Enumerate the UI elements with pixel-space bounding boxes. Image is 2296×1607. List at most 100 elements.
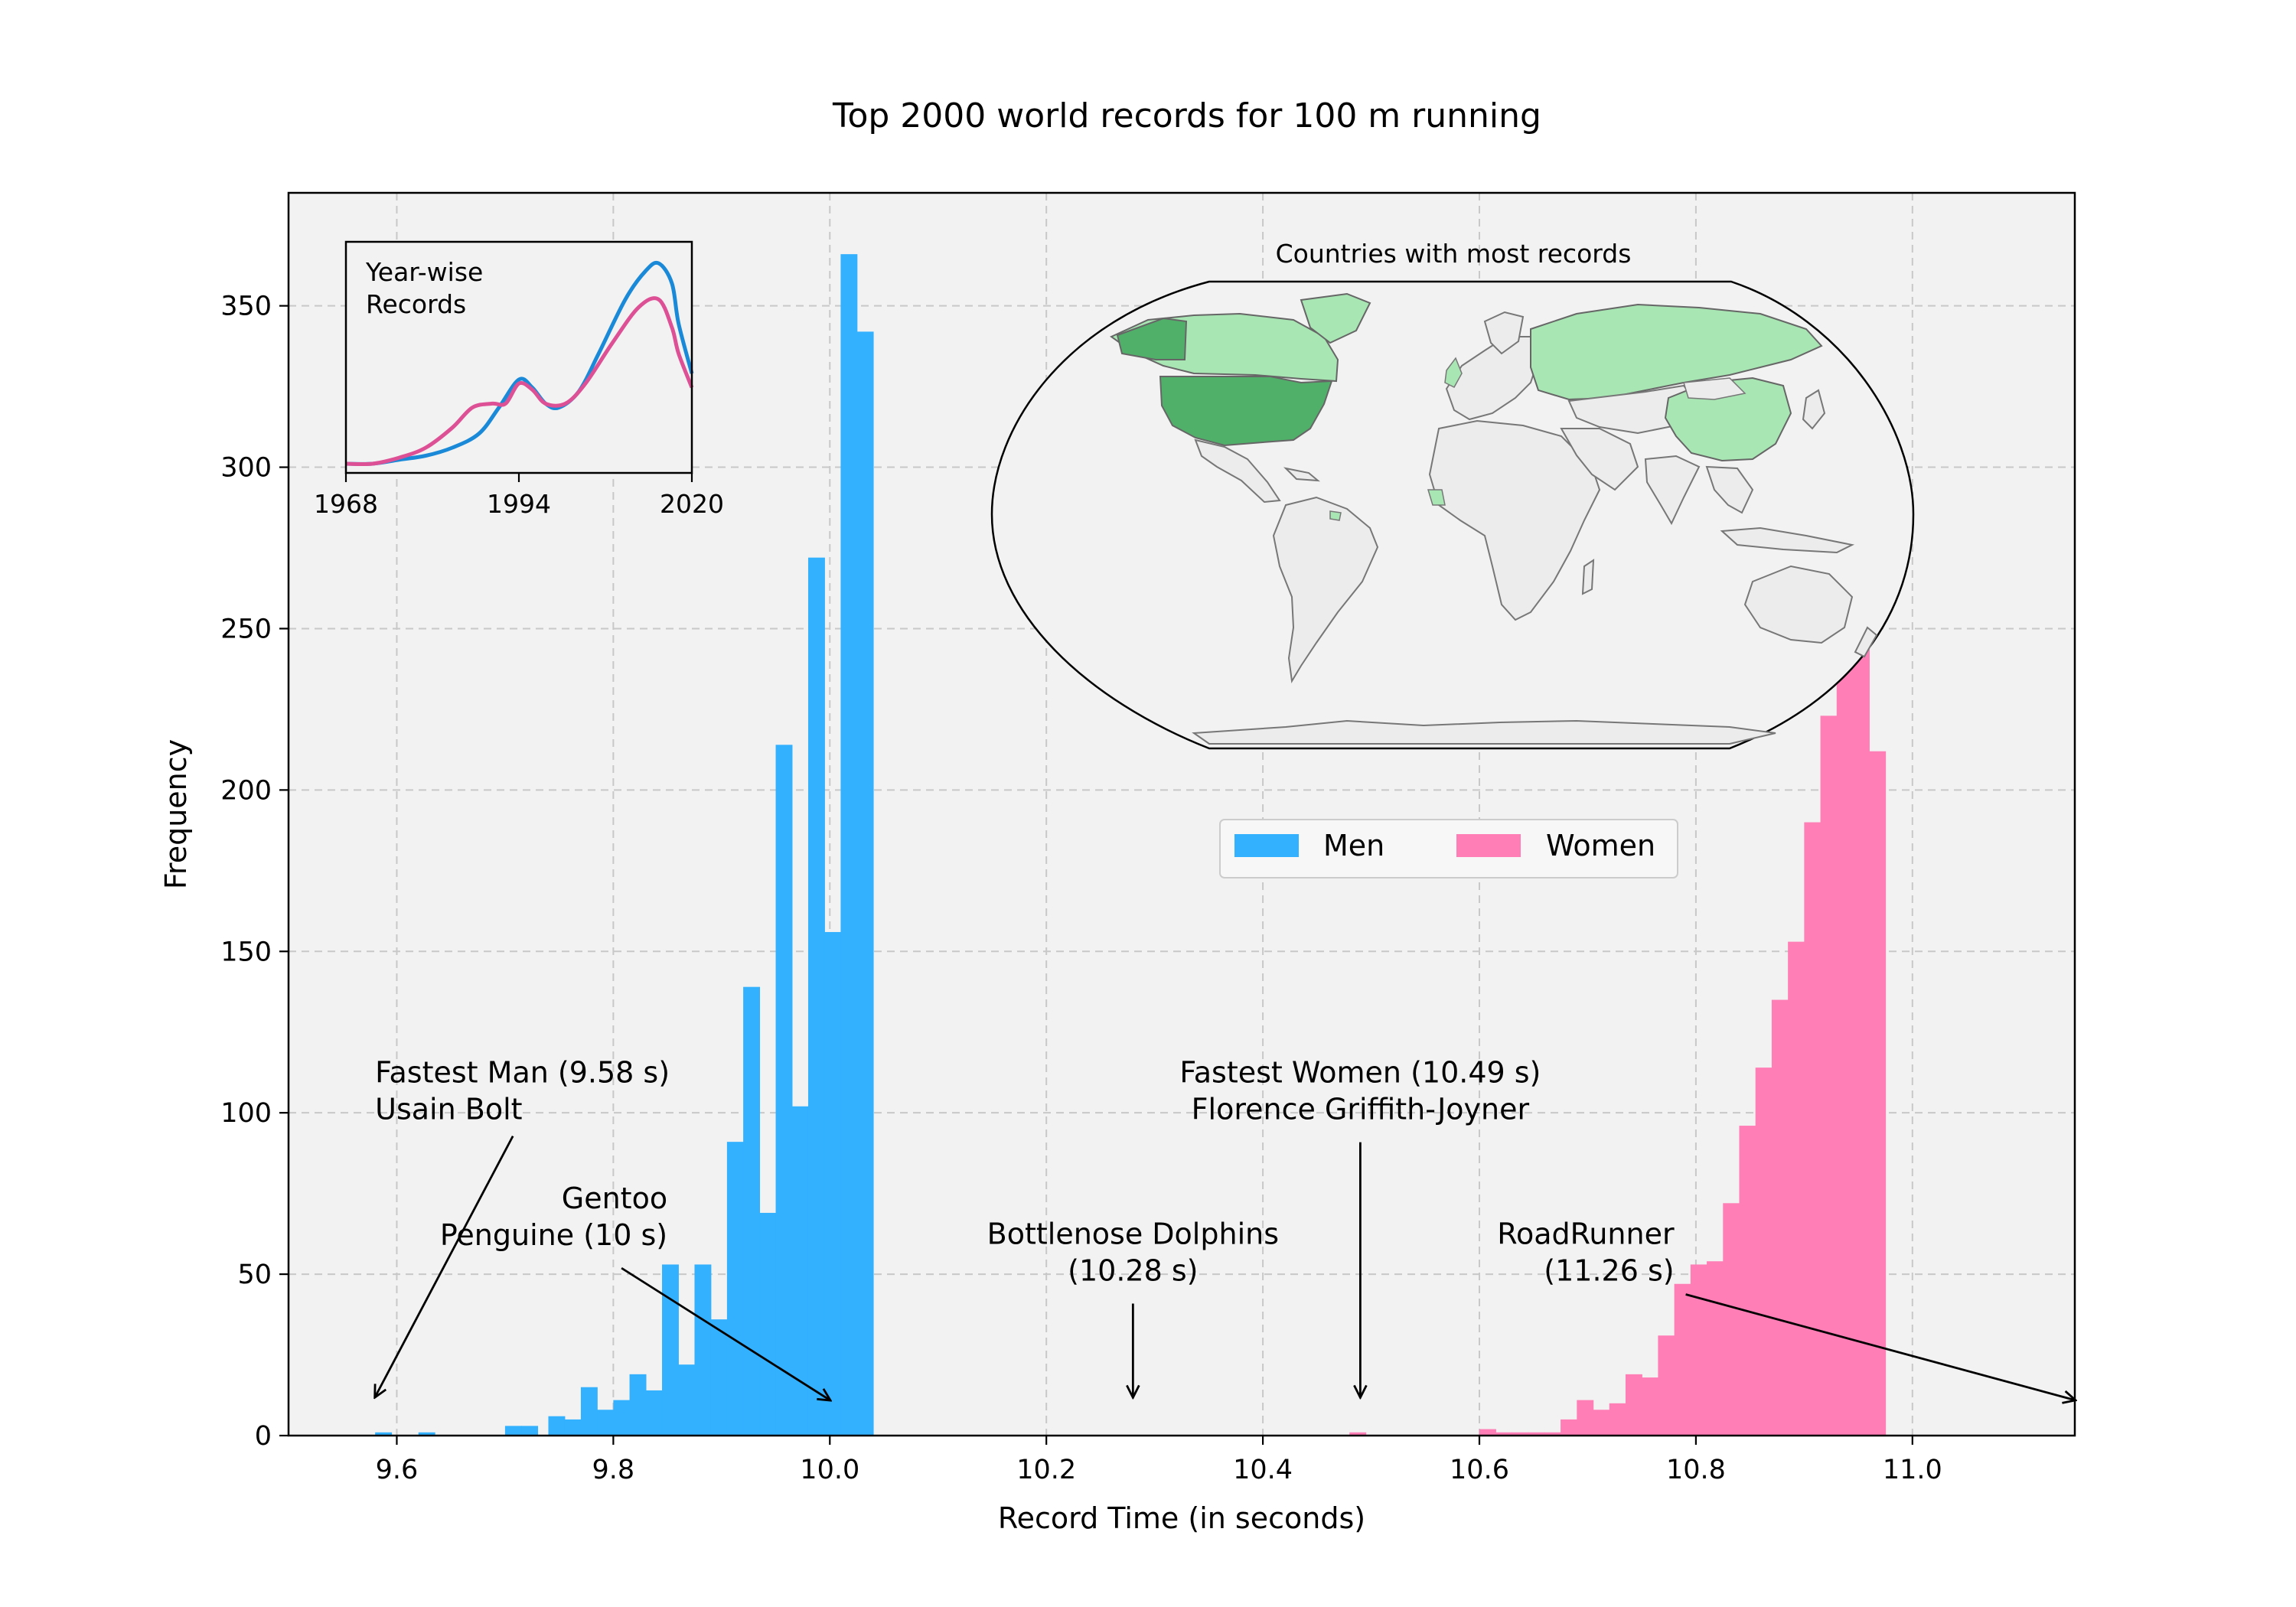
histogram-bar-men (597, 1410, 615, 1436)
histogram-bar-women (1820, 715, 1838, 1436)
histogram-bar-women (1707, 1261, 1724, 1436)
x-tick-label: 9.6 (376, 1455, 419, 1485)
histogram-bar-women (1349, 1432, 1367, 1436)
annotation-arrow (621, 1266, 830, 1400)
map-new-zealand (1854, 626, 1878, 658)
y-tick-label: 200 (220, 775, 272, 806)
y-axis: 0 50 100 150 200 250 300 350 (220, 292, 289, 1452)
histogram-bar-women (1869, 751, 1887, 1436)
annotation-text: RoadRunner (1497, 1217, 1675, 1251)
x-axis: 9.6 9.8 10.0 10.2 10.4 10.6 10.8 11.0 (376, 1436, 1942, 1485)
x-axis-label: Record Time (in seconds) (998, 1501, 1365, 1535)
chart-title: Top 2000 world records for 100 m running (832, 96, 1541, 135)
histogram-bar-men (743, 986, 761, 1436)
x-tick-label: 10.2 (1016, 1455, 1076, 1485)
annotation-text: Fastest Women (10.49 s) (1179, 1056, 1541, 1090)
map-alaska (1116, 317, 1188, 360)
histogram-bar-men (840, 254, 858, 1436)
histogram-bar-women (1723, 1203, 1740, 1436)
histogram-bar-women (1625, 1374, 1642, 1436)
histogram-bar-men (548, 1416, 566, 1436)
world-map: Countries with most records (990, 239, 1915, 750)
y-tick-label: 0 (255, 1421, 272, 1452)
y-tick-label: 300 (220, 453, 272, 484)
inset-x-tick-label: 1994 (487, 489, 551, 519)
histogram-bar-men (791, 1106, 809, 1436)
plot-frame (287, 191, 2076, 1437)
annotation-text: (10.28 s) (1068, 1254, 1198, 1288)
annotation-text: Bottlenose Dolphins (987, 1217, 1279, 1251)
x-tick-label: 10.6 (1450, 1455, 1509, 1485)
inset-title-line-1: Year-wise (365, 257, 483, 287)
histogram-bar-men (564, 1419, 582, 1436)
legend-label-women: Women (1546, 829, 1655, 862)
annotation-text: Penguine (10 s) (440, 1218, 667, 1252)
inset-lines (345, 260, 694, 467)
histogram-bar-women (1544, 1432, 1561, 1436)
histogram-bars (375, 254, 1887, 1436)
legend-frame (1219, 819, 1678, 878)
inset-x-axis: 1968 1994 2020 (314, 473, 724, 519)
inset-title-line-2: Records (366, 289, 466, 319)
histogram-bar-women (1755, 1068, 1773, 1436)
histogram-bar-men (645, 1390, 663, 1436)
annotation-text: Florence Griffith-Joyner (1192, 1093, 1530, 1126)
histogram-bar-women (1674, 1283, 1691, 1436)
annotation-arrow (375, 1135, 514, 1397)
map-indonesia (1720, 526, 1855, 554)
histogram-bar-men (375, 1432, 393, 1436)
map-west-africa-highlight (1427, 489, 1446, 506)
map-middle-east (1560, 428, 1639, 491)
map-india (1644, 455, 1701, 526)
histogram-bar-women (1804, 822, 1821, 1436)
histogram-bar-men (580, 1387, 598, 1436)
y-tick-label: 150 (220, 937, 272, 967)
y-axis-label: Frequency (159, 739, 193, 889)
histogram-bar-men (694, 1264, 712, 1436)
y-tick-label: 100 (220, 1098, 272, 1129)
histogram-bar-women (1690, 1264, 1707, 1436)
histogram-bar-men (807, 557, 825, 1436)
map-madagascar (1581, 559, 1595, 595)
x-tick-label: 10.8 (1666, 1455, 1726, 1485)
histogram-bar-women (1495, 1432, 1513, 1436)
y-tick-label: 250 (220, 614, 272, 644)
histogram-bar-men (726, 1142, 744, 1436)
inset-x-tick-label: 2020 (660, 489, 724, 519)
annotation-arrow (1685, 1293, 2075, 1400)
histogram-bar-men (504, 1426, 522, 1436)
map-africa (1428, 419, 1601, 621)
map-usa (1159, 376, 1333, 447)
inset-x-tick-label: 1968 (314, 489, 378, 519)
map-suriname (1329, 510, 1342, 521)
histogram-bar-men (710, 1319, 728, 1436)
histogram-bar-women (1642, 1377, 1659, 1436)
map-southeast-asia (1705, 465, 1754, 514)
histogram-bar-men (521, 1426, 539, 1436)
map-japan (1802, 389, 1826, 430)
map-uk (1444, 357, 1463, 388)
histogram-bar-men (613, 1400, 631, 1436)
histogram-bar-women (1788, 941, 1805, 1436)
legend-swatch-men (1234, 834, 1299, 857)
histogram-bar-women (1528, 1432, 1545, 1436)
histogram-bar-men (662, 1264, 679, 1436)
annotations: Fastest Man (9.58 s)Usain Bolt GentooPeng… (375, 1056, 2075, 1400)
legend-swatch-women (1456, 834, 1521, 857)
histogram-bar-men (824, 931, 842, 1436)
histogram-bar-men (856, 331, 874, 1436)
map-russia (1530, 303, 1823, 401)
histogram-bar-women (1577, 1400, 1594, 1436)
legend: Men Women (1219, 819, 1678, 878)
map-mongolia (1683, 377, 1746, 400)
legend-label-men: Men (1323, 829, 1384, 862)
map-antarctica (1192, 719, 1776, 745)
histogram-bar-women (1512, 1432, 1529, 1436)
map-greenland (1300, 292, 1371, 344)
histogram-bar-men (775, 745, 793, 1436)
map-caribbean (1283, 467, 1321, 482)
y-tick-label: 350 (220, 292, 272, 322)
histogram-bar-women (1561, 1419, 1578, 1436)
y-tick-label: 50 (237, 1260, 272, 1290)
